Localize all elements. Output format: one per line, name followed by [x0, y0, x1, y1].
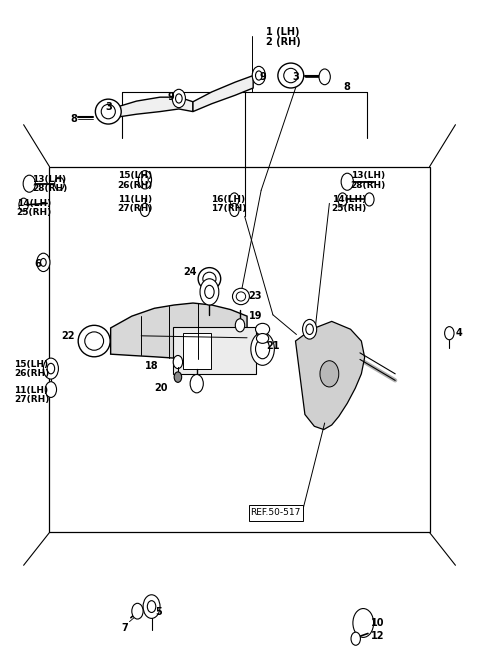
Ellipse shape: [232, 288, 250, 304]
Text: 4: 4: [456, 328, 462, 339]
Circle shape: [19, 198, 28, 211]
Text: 14(LH): 14(LH): [332, 195, 366, 204]
Text: 19: 19: [249, 311, 262, 321]
Text: 16(LH): 16(LH): [211, 195, 245, 204]
Text: REF.50-517: REF.50-517: [250, 508, 300, 517]
Text: 21: 21: [266, 341, 279, 351]
Text: 17(RH): 17(RH): [211, 204, 246, 213]
Circle shape: [255, 339, 270, 359]
Text: 24: 24: [183, 266, 197, 276]
Circle shape: [351, 632, 360, 646]
Circle shape: [45, 382, 57, 397]
Circle shape: [306, 324, 313, 334]
Text: 13(LH): 13(LH): [32, 175, 66, 183]
Circle shape: [353, 609, 373, 638]
Text: 11(LH): 11(LH): [14, 386, 48, 395]
Bar: [173, 326, 255, 374]
Circle shape: [173, 355, 182, 369]
Text: 8: 8: [71, 114, 78, 124]
Circle shape: [229, 193, 239, 206]
Polygon shape: [110, 303, 247, 361]
Circle shape: [132, 603, 143, 619]
Text: 10: 10: [371, 618, 384, 628]
Ellipse shape: [236, 292, 246, 301]
Circle shape: [204, 286, 214, 298]
Text: 14(LH): 14(LH): [16, 199, 51, 208]
Text: 15(LH): 15(LH): [14, 359, 48, 369]
Circle shape: [147, 601, 156, 613]
Circle shape: [251, 332, 275, 365]
Text: 18: 18: [145, 361, 158, 371]
FancyBboxPatch shape: [250, 505, 303, 520]
Text: 8: 8: [344, 82, 350, 92]
Polygon shape: [296, 321, 365, 429]
Ellipse shape: [278, 63, 304, 88]
Text: 26(RH): 26(RH): [14, 369, 49, 378]
Text: 27(RH): 27(RH): [14, 395, 49, 404]
Circle shape: [143, 595, 160, 618]
Ellipse shape: [96, 99, 121, 124]
Circle shape: [444, 326, 454, 340]
Text: 3: 3: [105, 102, 112, 112]
Circle shape: [142, 175, 148, 185]
Text: 15(LH): 15(LH): [118, 171, 152, 181]
Text: 26(RH): 26(RH): [118, 181, 153, 189]
Circle shape: [23, 175, 36, 192]
Bar: [49, 167, 430, 533]
Circle shape: [172, 89, 185, 108]
Circle shape: [319, 69, 330, 85]
Text: 9: 9: [168, 92, 174, 102]
Text: 1 (LH): 1 (LH): [266, 27, 300, 37]
Circle shape: [320, 361, 339, 387]
Circle shape: [40, 258, 46, 266]
Ellipse shape: [101, 104, 115, 119]
Text: 5: 5: [156, 607, 162, 617]
Polygon shape: [119, 97, 193, 117]
Circle shape: [47, 363, 55, 374]
Text: 2 (RH): 2 (RH): [266, 37, 300, 47]
Circle shape: [302, 319, 317, 339]
Circle shape: [235, 318, 245, 332]
Text: 13(LH): 13(LH): [350, 171, 384, 181]
Text: 20: 20: [155, 383, 168, 393]
Text: 25(RH): 25(RH): [16, 208, 52, 217]
Circle shape: [190, 375, 204, 393]
Circle shape: [138, 171, 152, 189]
Text: 7: 7: [121, 624, 128, 634]
Ellipse shape: [203, 272, 216, 286]
Polygon shape: [193, 76, 253, 112]
Circle shape: [176, 94, 182, 103]
Circle shape: [365, 193, 374, 206]
Circle shape: [37, 253, 50, 272]
Text: 28(RH): 28(RH): [32, 184, 67, 193]
Circle shape: [140, 203, 150, 217]
Text: 25(RH): 25(RH): [332, 204, 367, 213]
Circle shape: [341, 173, 353, 190]
Text: 11(LH): 11(LH): [118, 195, 152, 204]
Ellipse shape: [198, 268, 221, 290]
Circle shape: [229, 203, 239, 217]
Ellipse shape: [78, 325, 110, 357]
Text: 28(RH): 28(RH): [350, 181, 386, 189]
Circle shape: [252, 66, 265, 85]
Ellipse shape: [85, 332, 104, 351]
Text: 12: 12: [371, 631, 384, 641]
Text: 27(RH): 27(RH): [118, 204, 153, 213]
Ellipse shape: [255, 323, 270, 335]
Circle shape: [255, 71, 262, 80]
Bar: [182, 332, 211, 369]
Text: 22: 22: [61, 330, 74, 341]
Ellipse shape: [284, 68, 298, 83]
Circle shape: [338, 193, 347, 206]
Circle shape: [43, 358, 59, 379]
Ellipse shape: [256, 334, 269, 343]
Circle shape: [55, 177, 64, 190]
Text: 6: 6: [35, 259, 41, 269]
Circle shape: [174, 372, 181, 383]
Circle shape: [200, 279, 219, 305]
Text: 23: 23: [249, 292, 262, 302]
Text: 3: 3: [292, 72, 299, 82]
Text: 9: 9: [259, 72, 266, 82]
Circle shape: [355, 611, 372, 635]
